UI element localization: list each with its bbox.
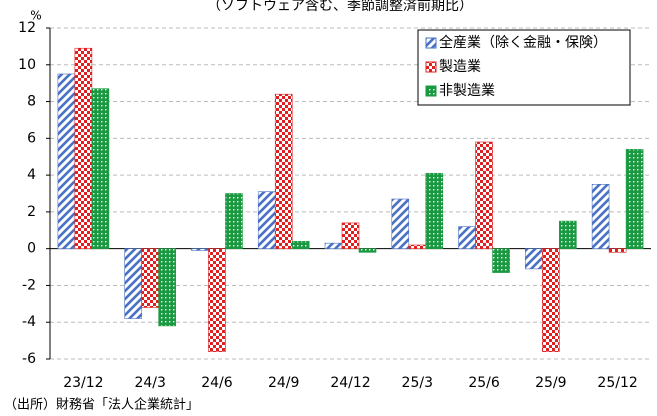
bar <box>291 241 310 249</box>
legend-swatch <box>425 37 437 49</box>
bar <box>358 248 377 253</box>
bar <box>559 220 577 249</box>
x-tick-label: 25/3 <box>402 375 433 391</box>
bar <box>274 93 293 249</box>
x-tick-label: 23/12 <box>63 375 103 391</box>
bar <box>124 248 142 319</box>
bar <box>208 248 226 352</box>
y-tick-label: 10 <box>18 57 36 73</box>
source-note: （出所）財務省「法人企業統計」 <box>4 397 199 413</box>
y-tick-label: 8 <box>27 94 36 110</box>
bar <box>458 226 476 249</box>
bar <box>225 193 243 249</box>
legend-swatch <box>425 85 437 97</box>
bar <box>425 172 444 249</box>
legend-label: 非製造業 <box>439 83 495 99</box>
x-tick-label: 24/12 <box>330 375 370 391</box>
legend-label: 製造業 <box>439 59 481 75</box>
y-tick-label: -2 <box>22 277 36 293</box>
bar <box>542 248 560 352</box>
legend-swatch <box>425 61 437 73</box>
bar <box>591 184 610 249</box>
bar <box>57 73 76 249</box>
bar <box>158 248 176 327</box>
y-tick-label: 12 <box>18 20 36 36</box>
y-tick-label: -4 <box>22 314 36 330</box>
x-tick-label: 25/9 <box>535 375 566 391</box>
legend-box <box>417 29 631 106</box>
legend-label: 全産業（除く金融・保険） <box>439 34 607 51</box>
bar <box>408 244 427 249</box>
bar <box>341 222 360 249</box>
bar <box>492 248 510 273</box>
y-tick-label: -6 <box>22 351 36 367</box>
bar <box>324 242 343 249</box>
bar <box>141 248 159 308</box>
y-unit: % <box>30 9 41 23</box>
bar <box>191 248 209 251</box>
x-tick-label: 24/6 <box>201 375 233 391</box>
x-tick-label: 24/3 <box>134 375 165 391</box>
x-tick-label: 24/9 <box>268 375 299 391</box>
y-tick-label: 0 <box>27 241 36 257</box>
y-tick-label: 4 <box>27 167 36 183</box>
bar <box>525 248 543 270</box>
x-tick-label: 25/6 <box>468 375 500 391</box>
x-tick-label: 25/12 <box>597 375 637 391</box>
bar <box>475 141 493 249</box>
chart-title: （ソフトウェア含む、季節調整済前期比） <box>207 0 473 14</box>
bar <box>74 47 93 249</box>
bar <box>257 191 276 249</box>
bar <box>625 149 644 249</box>
bar <box>391 198 410 249</box>
bar <box>91 88 110 249</box>
bar <box>608 248 627 253</box>
y-tick-label: 6 <box>27 130 36 146</box>
y-tick-label: 2 <box>27 204 36 220</box>
